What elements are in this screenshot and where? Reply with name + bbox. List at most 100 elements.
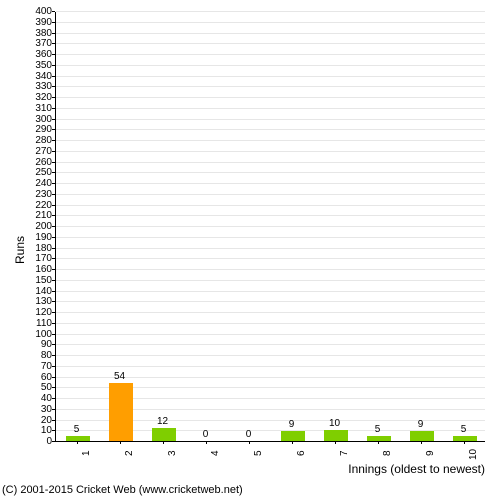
ytick-label: 260 <box>12 158 52 168</box>
ytick-label: 110 <box>12 319 52 329</box>
ytick-mark <box>52 366 55 367</box>
grid-line <box>56 172 485 173</box>
ytick-mark <box>52 409 55 410</box>
ytick-mark <box>52 301 55 302</box>
ytick-label: 390 <box>12 18 52 28</box>
bar <box>66 436 90 441</box>
ytick-mark <box>52 377 55 378</box>
xtick-mark <box>120 441 121 444</box>
ytick-label: 60 <box>12 373 52 383</box>
ytick-mark <box>52 334 55 335</box>
ytick-label: 200 <box>12 222 52 232</box>
ytick-mark <box>52 258 55 259</box>
ytick-mark <box>52 108 55 109</box>
xtick-mark <box>464 441 465 444</box>
ytick-label: 400 <box>12 7 52 17</box>
ytick-label: 180 <box>12 244 52 254</box>
ytick-mark <box>52 172 55 173</box>
ytick-label: 70 <box>12 362 52 372</box>
grid-line <box>56 43 485 44</box>
bar-value-label: 10 <box>320 419 350 429</box>
grid-line <box>56 11 485 12</box>
ytick-label: 140 <box>12 287 52 297</box>
grid-line <box>56 248 485 249</box>
bar-value-label: 5 <box>449 425 479 435</box>
grid-line <box>56 215 485 216</box>
ytick-label: 190 <box>12 233 52 243</box>
ytick-label: 100 <box>12 330 52 340</box>
ytick-mark <box>52 43 55 44</box>
ytick-mark <box>52 237 55 238</box>
ytick-label: 270 <box>12 147 52 157</box>
grid-line <box>56 237 485 238</box>
grid-line <box>56 22 485 23</box>
ytick-label: 130 <box>12 297 52 307</box>
xtick-mark <box>292 441 293 444</box>
xtick-label: 10 <box>468 449 479 460</box>
grid-line <box>56 108 485 109</box>
ytick-label: 20 <box>12 416 52 426</box>
xtick-mark <box>335 441 336 444</box>
grid-line <box>56 291 485 292</box>
ytick-label: 300 <box>12 115 52 125</box>
ytick-label: 40 <box>12 394 52 404</box>
ytick-mark <box>52 97 55 98</box>
grid-line <box>56 355 485 356</box>
grid-line <box>56 76 485 77</box>
grid-line <box>56 86 485 87</box>
grid-line <box>56 162 485 163</box>
grid-line <box>56 54 485 55</box>
bar-value-label: 54 <box>105 372 135 382</box>
grid-line <box>56 334 485 335</box>
ytick-mark <box>52 355 55 356</box>
ytick-mark <box>52 226 55 227</box>
grid-line <box>56 205 485 206</box>
ytick-mark <box>52 441 55 442</box>
ytick-mark <box>52 269 55 270</box>
xtick-mark <box>77 441 78 444</box>
ytick-label: 330 <box>12 82 52 92</box>
xtick-label: 5 <box>253 450 264 456</box>
grid-line <box>56 323 485 324</box>
ytick-label: 160 <box>12 265 52 275</box>
grid-line <box>56 344 485 345</box>
ytick-mark <box>52 280 55 281</box>
x-axis-label: Innings (oldest to newest) <box>348 462 485 476</box>
grid-line <box>56 258 485 259</box>
grid-line <box>56 280 485 281</box>
ytick-mark <box>52 430 55 431</box>
grid-line <box>56 140 485 141</box>
bar <box>281 431 305 441</box>
bar-value-label: 5 <box>363 425 393 435</box>
ytick-label: 220 <box>12 201 52 211</box>
ytick-mark <box>52 119 55 120</box>
ytick-mark <box>52 129 55 130</box>
bar <box>324 430 348 441</box>
ytick-mark <box>52 183 55 184</box>
ytick-mark <box>52 22 55 23</box>
ytick-mark <box>52 323 55 324</box>
grid-line <box>56 269 485 270</box>
bar <box>453 436 477 441</box>
ytick-label: 230 <box>12 190 52 200</box>
ytick-label: 150 <box>12 276 52 286</box>
xtick-mark <box>206 441 207 444</box>
bar-value-label: 5 <box>62 425 92 435</box>
grid-line <box>56 97 485 98</box>
grid-line <box>56 226 485 227</box>
bar-value-label: 9 <box>406 420 436 430</box>
xtick-label: 6 <box>296 450 307 456</box>
xtick-label: 8 <box>382 450 393 456</box>
ytick-label: 350 <box>12 61 52 71</box>
bar-value-label: 9 <box>277 420 307 430</box>
xtick-label: 4 <box>210 450 221 456</box>
xtick-mark <box>421 441 422 444</box>
ytick-mark <box>52 420 55 421</box>
xtick-label: 7 <box>339 450 350 456</box>
ytick-label: 340 <box>12 72 52 82</box>
ytick-mark <box>52 398 55 399</box>
ytick-label: 210 <box>12 211 52 221</box>
ytick-label: 10 <box>12 426 52 436</box>
bar <box>109 383 133 441</box>
xtick-mark <box>249 441 250 444</box>
